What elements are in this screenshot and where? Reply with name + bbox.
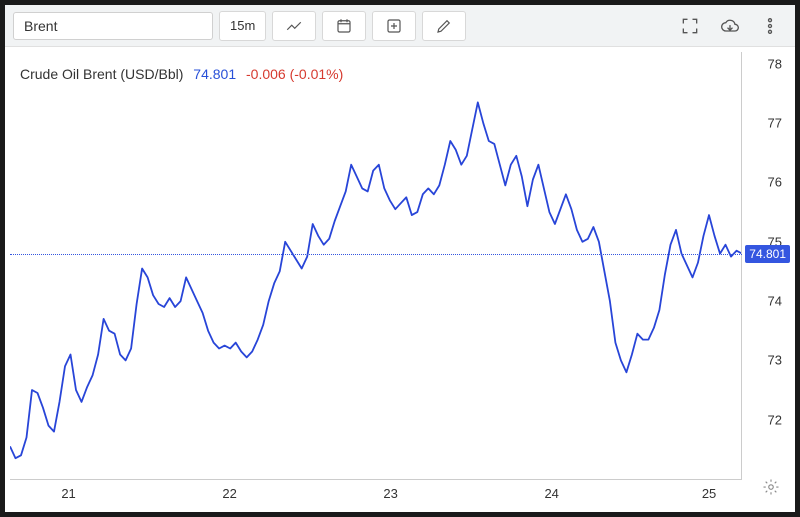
date-range-button[interactable] — [322, 11, 366, 41]
x-tick-label: 24 — [544, 486, 558, 501]
x-tick-label: 23 — [383, 486, 397, 501]
draw-button[interactable] — [422, 11, 466, 41]
plot-region[interactable] — [10, 52, 742, 479]
fullscreen-button[interactable] — [673, 11, 707, 41]
pencil-icon — [435, 17, 453, 35]
x-tick-label: 22 — [222, 486, 236, 501]
x-tick-label: 21 — [61, 486, 75, 501]
chart-settings-button[interactable] — [762, 478, 780, 501]
more-vertical-icon — [760, 16, 780, 36]
plus-square-icon — [385, 17, 403, 35]
y-tick-label: 74 — [768, 294, 782, 309]
x-axis: 21 22 23 24 25 — [10, 479, 742, 507]
y-tick-label: 77 — [768, 116, 782, 131]
current-price-tag: 74.801 — [745, 245, 790, 263]
more-button[interactable] — [753, 11, 787, 41]
current-price-line — [10, 254, 742, 255]
instrument-change: -0.006 (-0.01%) — [246, 66, 343, 82]
chart-type-button[interactable] — [272, 11, 316, 41]
gear-icon — [762, 478, 780, 496]
interval-button[interactable]: 15m — [219, 11, 266, 41]
y-tick-label: 76 — [768, 175, 782, 190]
chart-area[interactable]: Crude Oil Brent (USD/Bbl) 74.801 -0.006 … — [10, 52, 790, 507]
fullscreen-icon — [680, 16, 700, 36]
x-tick-label: 25 — [702, 486, 716, 501]
line-chart-icon — [285, 17, 303, 35]
y-tick-label: 73 — [768, 353, 782, 368]
chart-title-row: Crude Oil Brent (USD/Bbl) 74.801 -0.006 … — [20, 66, 343, 82]
download-button[interactable] — [713, 11, 747, 41]
instrument-name: Crude Oil Brent (USD/Bbl) — [20, 66, 183, 82]
compare-button[interactable] — [372, 11, 416, 41]
toolbar: 15m — [5, 5, 795, 47]
y-tick-label: 72 — [768, 412, 782, 427]
instrument-price: 74.801 — [193, 66, 236, 82]
price-series-path — [10, 102, 742, 458]
symbol-search-input[interactable] — [13, 12, 213, 40]
y-tick-label: 78 — [768, 56, 782, 71]
chart-frame: 15m Crude Oil Brent (USD/Bbl) 74.801 -0.… — [0, 0, 800, 517]
cloud-download-icon — [720, 16, 740, 36]
price-line-svg — [10, 52, 742, 479]
y-axis: 74.801 72737475767778 — [742, 52, 790, 479]
calendar-icon — [335, 17, 353, 35]
